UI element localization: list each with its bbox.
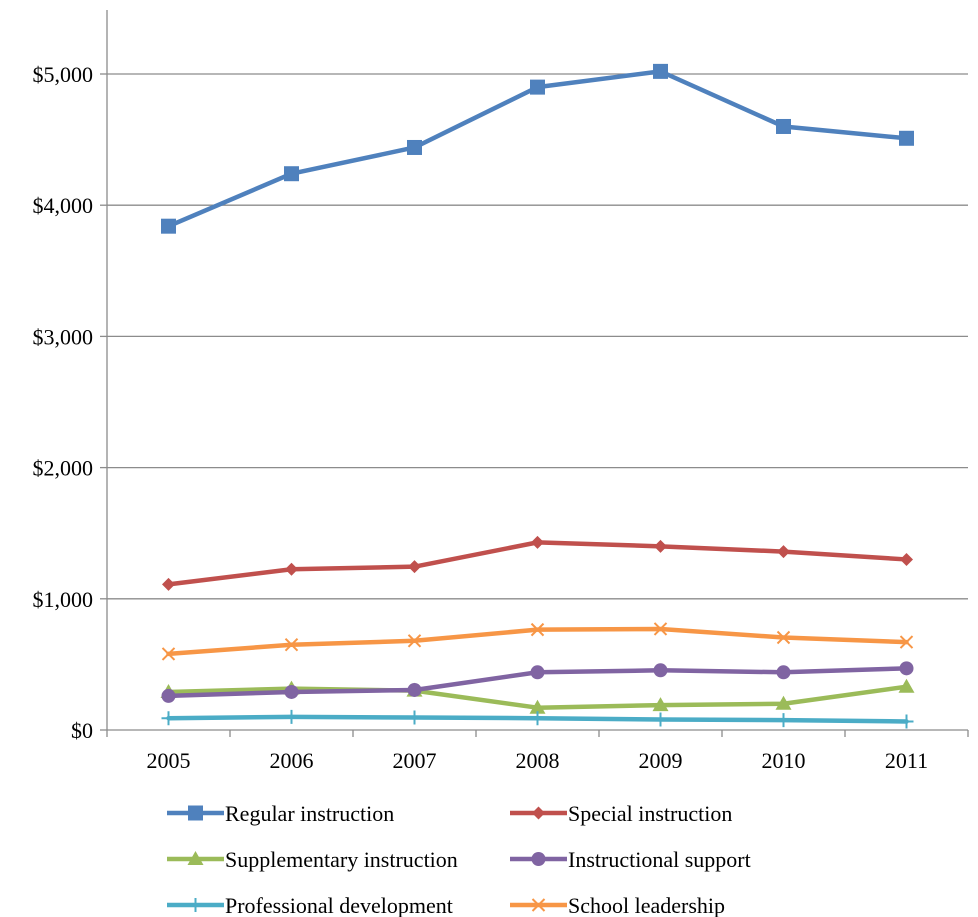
x-tick-label: 2011: [885, 748, 928, 773]
data-point-school-leadership: [776, 630, 791, 645]
data-point-school-leadership: [530, 622, 545, 637]
data-point-regular-instruction: [653, 63, 668, 79]
axes: [106, 10, 968, 731]
legend-label: Instructional support: [568, 847, 751, 872]
series-special-instruction: [162, 535, 913, 591]
legend-item-regular-instruction: Regular instruction: [167, 801, 394, 826]
data-point-instructional-support: [776, 665, 791, 680]
data-point-regular-instruction: [161, 218, 176, 234]
series-school-leadership: [161, 622, 914, 661]
data-point-special-instruction: [900, 552, 913, 566]
x-tick-label: 2008: [516, 748, 560, 773]
legend-swatch-marker: [531, 852, 546, 866]
gridlines: [107, 73, 968, 600]
y-tick-label: $3,000: [33, 324, 94, 349]
legend-item-professional-development: Professional development: [167, 893, 453, 917]
x-tick-label: 2006: [270, 748, 314, 773]
data-point-professional-development: [899, 714, 914, 729]
legend-item-school-leadership: School leadership: [510, 893, 725, 917]
legend-label: Special instruction: [568, 801, 732, 826]
data-point-regular-instruction: [899, 130, 914, 146]
legend-swatch-marker: [187, 851, 204, 865]
data-point-school-leadership: [161, 647, 176, 661]
data-point-professional-development: [653, 712, 668, 727]
data-point-special-instruction: [285, 562, 298, 576]
legend-item-special-instruction: Special instruction: [510, 801, 732, 826]
y-tick-label: $1,000: [33, 587, 94, 612]
series-group: [160, 63, 915, 729]
data-point-instructional-support: [161, 688, 176, 703]
data-point-professional-development: [161, 711, 176, 726]
legend-label: Regular instruction: [225, 801, 394, 826]
legend-swatch-marker: [531, 898, 546, 912]
data-point-supplementary-instruction: [529, 699, 546, 714]
data-point-instructional-support: [284, 684, 299, 699]
data-point-instructional-support: [530, 665, 545, 680]
data-point-regular-instruction: [776, 118, 791, 134]
series-line-school-leadership: [166, 626, 909, 657]
data-point-school-leadership: [653, 622, 668, 636]
data-point-special-instruction: [777, 545, 790, 559]
series-regular-instruction: [161, 63, 914, 234]
data-point-professional-development: [530, 711, 545, 726]
legend-swatch-marker: [188, 805, 203, 821]
data-point-special-instruction: [408, 560, 421, 574]
legend-label: Professional development: [225, 893, 453, 917]
data-point-regular-instruction: [407, 139, 422, 155]
y-tick-label: $5,000: [33, 62, 94, 87]
data-point-special-instruction: [531, 535, 544, 549]
data-point-special-instruction: [654, 539, 667, 553]
x-tick-label: 2009: [639, 748, 683, 773]
data-point-instructional-support: [407, 682, 422, 697]
data-point-supplementary-instruction: [898, 678, 915, 693]
legend-item-instructional-support: Instructional support: [510, 847, 751, 872]
data-point-regular-instruction: [284, 166, 299, 182]
legend-item-supplementary-instruction: Supplementary instruction: [167, 847, 458, 872]
data-point-instructional-support: [653, 663, 668, 678]
legend-label: Supplementary instruction: [225, 847, 458, 872]
legend-swatch-marker: [532, 806, 545, 820]
data-point-school-leadership: [284, 638, 299, 652]
data-point-school-leadership: [407, 634, 422, 648]
legend-label: School leadership: [568, 893, 725, 917]
data-point-school-leadership: [899, 635, 914, 649]
data-point-instructional-support: [899, 661, 914, 676]
y-axis-ticks: $0 $1,000 $2,000 $3,000 $4,000 $5,000: [33, 62, 107, 743]
series-instructional-support: [161, 661, 914, 703]
data-point-professional-development: [407, 710, 422, 725]
data-point-professional-development: [776, 713, 791, 728]
data-point-regular-instruction: [530, 79, 545, 95]
x-tick-label: 2010: [762, 748, 806, 773]
y-tick-label: $0: [71, 718, 93, 743]
legend-swatch-marker: [188, 898, 203, 912]
data-point-supplementary-instruction: [775, 695, 792, 710]
data-point-special-instruction: [162, 577, 175, 591]
series-professional-development: [161, 709, 914, 729]
y-tick-label: $2,000: [33, 456, 94, 481]
data-point-professional-development: [284, 709, 299, 724]
series-supplementary-instruction: [160, 678, 915, 714]
data-point-supplementary-instruction: [652, 697, 669, 712]
x-axis-ticks: 2005 2006 2007 2008 2009 2010 2011: [106, 730, 969, 773]
legend: Regular instruction Special instruction Su…: [167, 801, 751, 917]
x-tick-label: 2005: [147, 748, 191, 773]
y-tick-label: $4,000: [33, 193, 94, 218]
x-tick-label: 2007: [393, 748, 437, 773]
